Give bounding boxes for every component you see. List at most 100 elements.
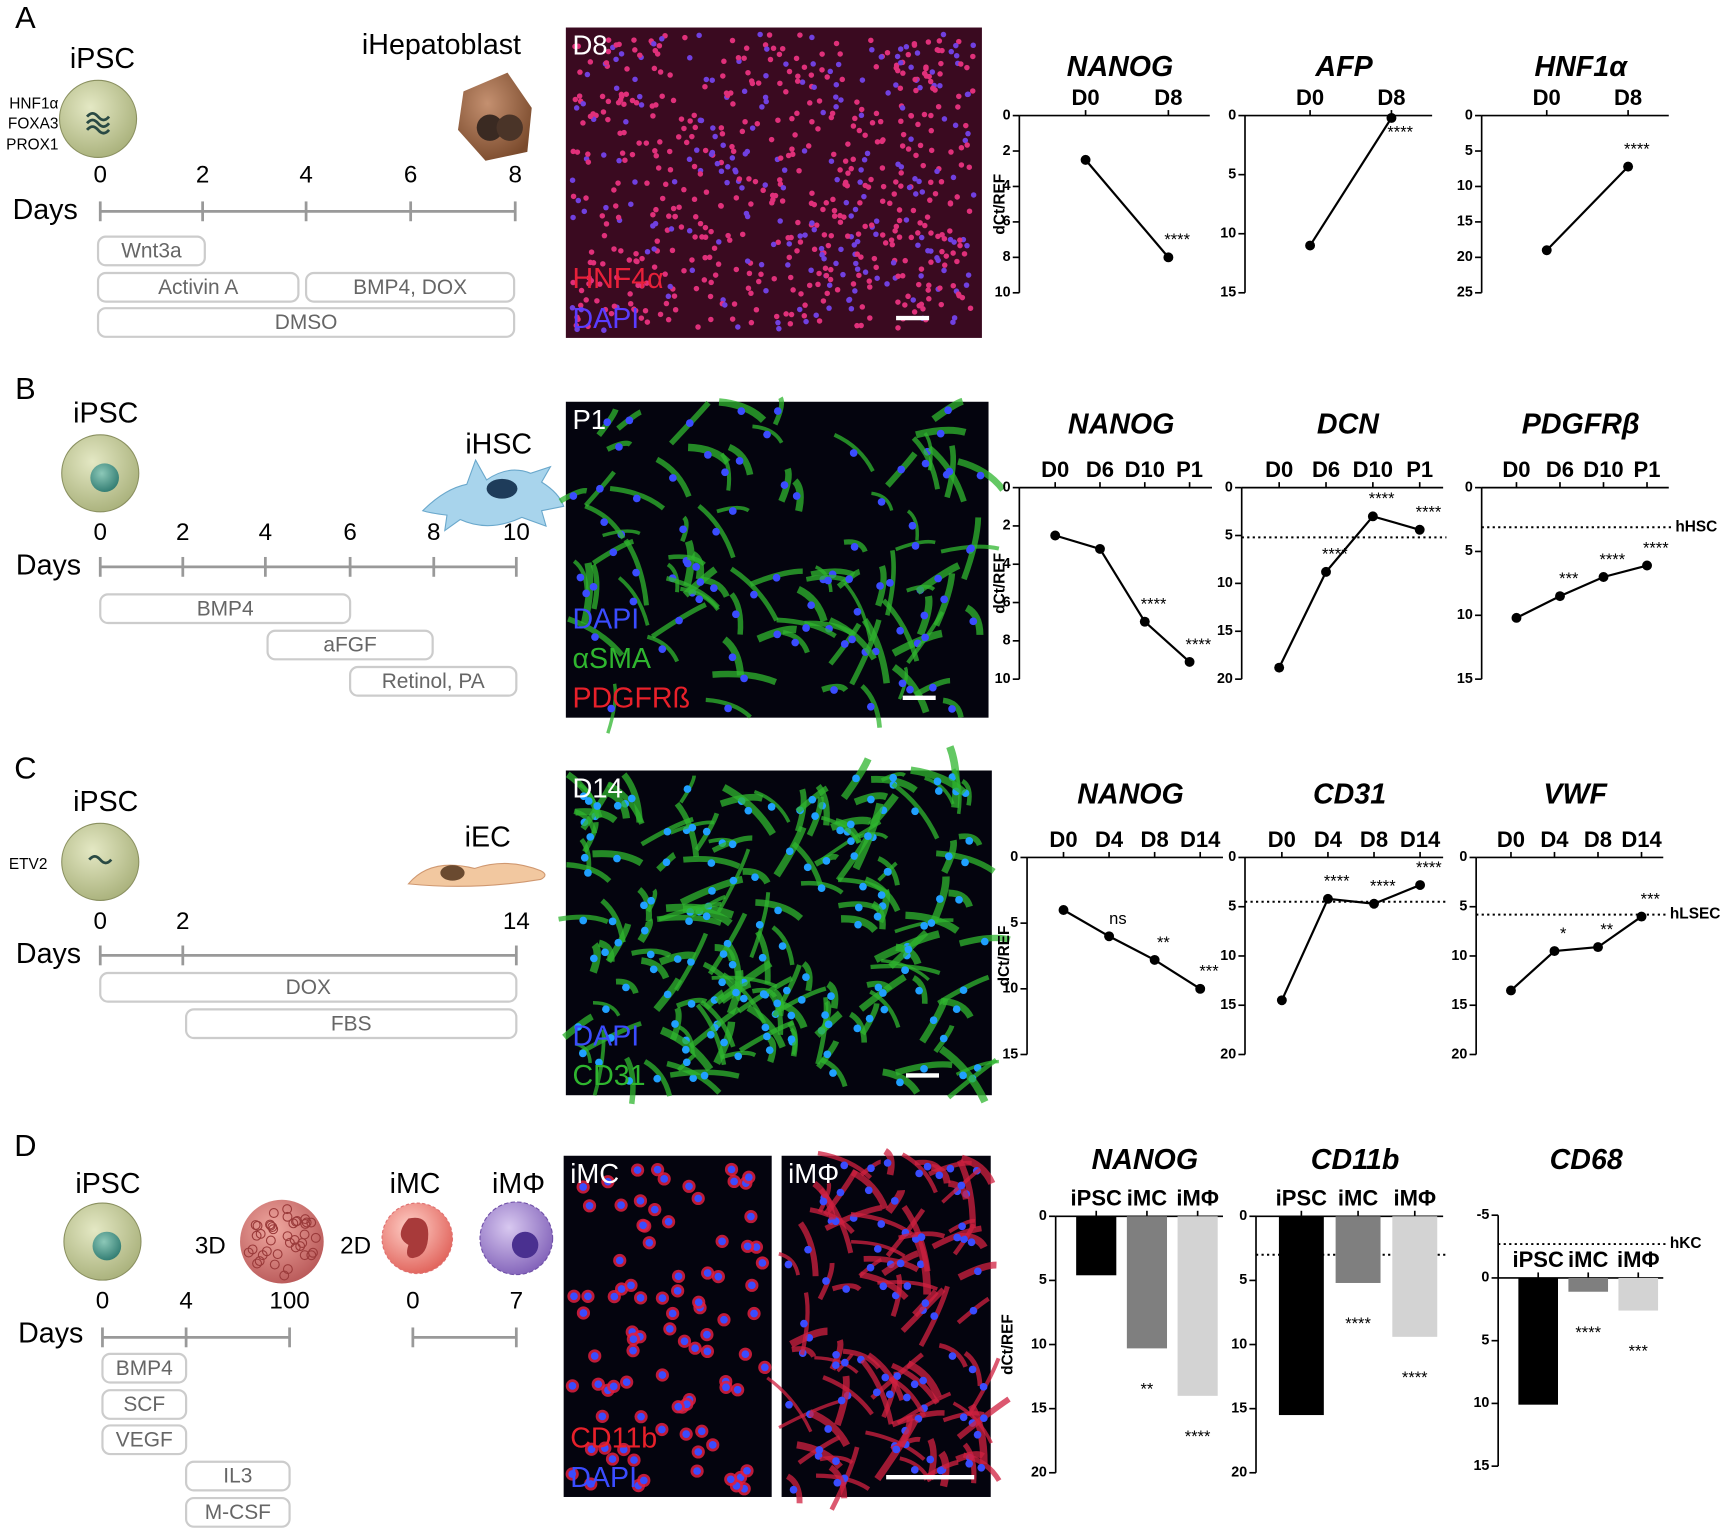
- cell-spot: [818, 245, 825, 252]
- x-tick-label: D8: [1154, 85, 1182, 110]
- image-label: iMΦ: [788, 1158, 839, 1189]
- cell-spot: [898, 59, 904, 66]
- cell-spot: [809, 190, 815, 196]
- cell-spot: [843, 199, 850, 206]
- cell-spot: [915, 230, 921, 236]
- cell-nucleus: [846, 820, 855, 829]
- cell-spot: [833, 40, 840, 47]
- cell-spot: [632, 47, 638, 53]
- cell-spot: [730, 148, 737, 155]
- cell-spot: [884, 281, 890, 287]
- cell-body: [797, 1435, 841, 1465]
- cell-dot: [254, 1256, 265, 1267]
- cell-nucleus: [728, 960, 737, 969]
- cell-nucleus: [916, 1260, 925, 1269]
- cell-nucleus: [712, 527, 720, 536]
- cell-body: [895, 539, 936, 552]
- cell-nucleus: [720, 1038, 728, 1047]
- cell-nucleus: [576, 573, 585, 582]
- cell-nucleus: [866, 702, 875, 711]
- cell-nucleus: [579, 916, 588, 925]
- cell-spot: [636, 93, 643, 100]
- cell-nucleus: [658, 1425, 666, 1434]
- cell-body: [566, 862, 612, 883]
- cell-dot: [300, 1214, 311, 1225]
- cell-body: [607, 789, 631, 819]
- significance: ****: [1643, 539, 1669, 557]
- cell-spot: [696, 32, 702, 39]
- data-line: [1280, 884, 1421, 1001]
- cell-nucleus: [848, 635, 856, 644]
- data-point: [1149, 954, 1160, 965]
- cell-spot: [905, 293, 911, 300]
- cell-body: [852, 802, 884, 871]
- cell-spot: [819, 67, 825, 73]
- cell-spot: [729, 316, 736, 322]
- cell-body: [596, 408, 619, 437]
- cell-spot: [601, 232, 608, 239]
- y-tick-label: 0: [1003, 107, 1011, 123]
- bar: [1618, 1277, 1659, 1311]
- cell-nucleus: [604, 1177, 612, 1186]
- cell-spot: [781, 167, 788, 173]
- cell-dot: [288, 1218, 299, 1229]
- cell-nucleus: [737, 407, 746, 415]
- cell-spot: [777, 80, 783, 87]
- cell-spot: [917, 220, 923, 226]
- nucleus-wave: [85, 112, 111, 122]
- cell-spot: [748, 78, 755, 84]
- cell-body: [592, 850, 644, 867]
- cell-body: [714, 943, 736, 962]
- cell-spot: [749, 125, 756, 131]
- y-tick-label: 0: [1225, 479, 1233, 495]
- cell-nucleus: [674, 1272, 683, 1281]
- cell-spot: [632, 76, 638, 83]
- cell-spot: [786, 68, 793, 75]
- cell-nucleus: [640, 926, 649, 935]
- cell-nucleus: [697, 1427, 706, 1436]
- cell-nucleus: [800, 1319, 808, 1328]
- cell-spot: [794, 248, 800, 254]
- cell-nucleus: [614, 938, 623, 947]
- cell-spot: [712, 133, 718, 140]
- cell-nucleus: [833, 1478, 842, 1487]
- cell-spot: [826, 282, 833, 288]
- data-point: [1598, 572, 1609, 582]
- cell-body: [850, 1169, 889, 1210]
- cell-spot: [718, 168, 725, 175]
- cell-spot: [735, 54, 742, 61]
- data-point: [1050, 530, 1061, 541]
- y-tick-label: 0: [1465, 479, 1473, 495]
- nucleus: [92, 1231, 122, 1261]
- cell-nucleus: [948, 705, 956, 713]
- cell-spot: [830, 151, 837, 158]
- stain-label: DAPI: [570, 1462, 637, 1494]
- cell-spot: [570, 193, 577, 200]
- cell-spot: [584, 71, 591, 78]
- bar: [1126, 1216, 1168, 1349]
- x-tick-label: iPSC: [1071, 1186, 1122, 1211]
- cell-nucleus: [728, 507, 737, 515]
- cell-body: [843, 539, 868, 553]
- cell-nucleus: [593, 802, 602, 810]
- cell-spot: [947, 201, 954, 207]
- cell-dot: [306, 1250, 317, 1261]
- cell-nucleus: [911, 542, 920, 550]
- cell-nucleus: [730, 1177, 738, 1186]
- cell-body: [729, 566, 779, 622]
- cell-body: [682, 566, 718, 598]
- cell-spot: [794, 78, 801, 84]
- cell-spot: [895, 299, 901, 305]
- cell-nucleus: [653, 1074, 662, 1083]
- cell-spot: [776, 51, 783, 58]
- significance: ***: [1629, 1343, 1649, 1361]
- cell-spot: [964, 64, 970, 71]
- cell-body: [888, 929, 929, 970]
- cell-body: [815, 783, 830, 826]
- cell-nucleus: [873, 1245, 882, 1253]
- cell-spot: [893, 179, 899, 185]
- cell-nucleus: [649, 965, 658, 974]
- cell-nucleus: [633, 1166, 642, 1174]
- cell-body: [749, 568, 803, 587]
- cell-spot: [623, 91, 630, 97]
